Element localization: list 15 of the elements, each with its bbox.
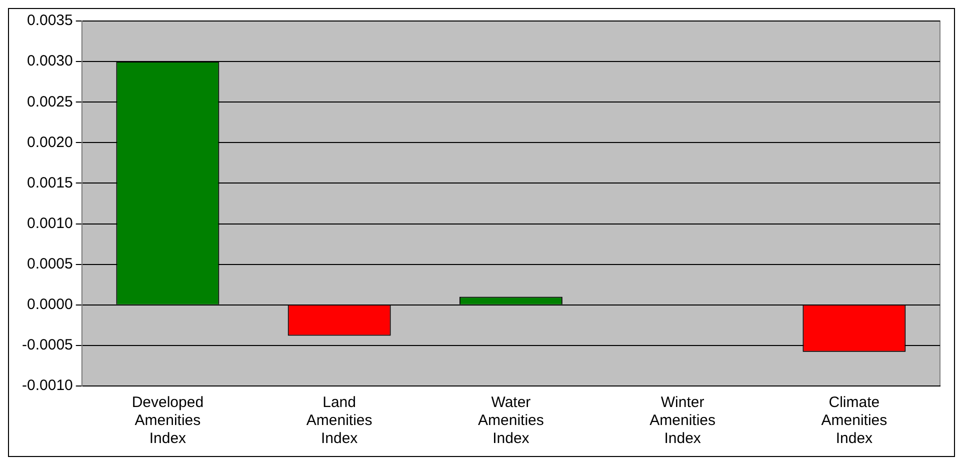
y-tick-label: 0.0010 (26, 214, 73, 232)
y-tick-label: 0.0015 (26, 174, 73, 192)
y-tick-label: 0.0000 (26, 296, 73, 314)
y-tick-label: -0.0010 (22, 377, 73, 394)
y-tick-label: -0.0005 (22, 336, 73, 354)
y-tick-label: 0.0030 (26, 52, 73, 70)
x-tick-label: Winter Amenities Index (650, 394, 716, 448)
y-tick-label: 0.0005 (26, 255, 73, 272)
y-tick-label: 0.0035 (26, 12, 73, 30)
y-tick-label: 0.0020 (26, 134, 73, 151)
y-tick-label: 0.0025 (26, 93, 73, 110)
x-tick-label: Land Amenities Index (306, 394, 372, 448)
x-tick-label: Developed Amenities Index (132, 394, 204, 448)
x-tick-label: Water Amenities Index (478, 394, 544, 448)
x-tick-label: Climate Amenities Index (821, 394, 888, 448)
